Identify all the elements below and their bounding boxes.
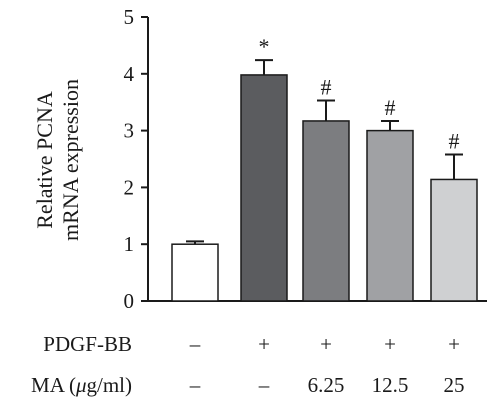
y-tick-label: 0 [124,289,135,313]
y-tick-label: 2 [124,175,135,199]
y-tick-label: 1 [124,232,135,256]
condition-value: 25 [444,373,465,397]
significance-marker: # [449,128,460,153]
significance-marker: # [385,95,396,120]
condition-value: 12.5 [372,373,409,397]
y-tick-label: 4 [124,62,135,86]
significance-markers: * # # # [259,34,460,153]
condition-table: PDGF-BB – + + + + MA (μg/ml) – – 6.25 12.5 25 [31,332,464,397]
condition-value: 6.25 [308,373,345,397]
y-tick-label: 5 [124,5,135,29]
significance-marker: * [259,34,270,59]
error-bars [186,59,463,245]
y-axis-label-line: mRNA expression [58,79,83,241]
condition-value: – [189,332,201,356]
y-axis-label-line: Relative PCNA [32,91,57,229]
bar [366,129,414,302]
bar [302,120,350,302]
bar [171,243,219,302]
y-axis-label: Relative PCNA mRNA expression [32,79,83,241]
bar [240,74,288,302]
condition-value: + [320,332,332,356]
y-tick-label: 3 [124,119,135,143]
significance-marker: # [321,74,332,99]
bars [171,74,478,302]
bar [430,178,478,302]
condition-row-label: PDGF-BB [43,332,132,356]
y-axis: 0 1 2 3 4 5 [124,5,149,313]
condition-value: – [258,373,270,397]
condition-value: + [448,332,460,356]
condition-value: + [258,332,270,356]
condition-value: – [189,373,201,397]
condition-value: + [384,332,396,356]
condition-row-label: MA (μg/ml) [31,373,132,397]
